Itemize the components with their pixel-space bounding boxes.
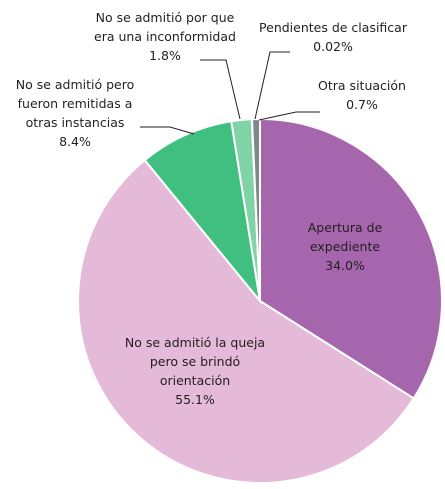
leader-line (254, 51, 290, 120)
slice-label: No se admitió la queja pero se brindó orie… (125, 335, 265, 388)
leader-line (200, 59, 241, 120)
slice-label: Pendientes de clasificar (259, 20, 408, 35)
value-label: 0.7% (346, 97, 378, 112)
value-label: 8.4% (59, 134, 91, 149)
leader-line (258, 111, 320, 121)
pie-slice (143, 120, 262, 305)
pie-slice (259, 117, 443, 400)
slices (77, 117, 443, 484)
slice-label: Apertura de expediente (308, 220, 383, 254)
slice-label: No se admitió pero fueron remitidas a otra… (16, 77, 135, 130)
slice-label: Otra situación (318, 78, 406, 93)
pie-slice (77, 158, 416, 484)
value-label: 55.1% (175, 392, 215, 407)
leader-line (140, 126, 195, 135)
value-label: 0.02% (313, 39, 353, 54)
value-label: 34.0% (325, 258, 365, 273)
value-label: 1.8% (149, 48, 181, 63)
pie-slice (250, 117, 261, 302)
slice-label: No se admitió por que era una inconformid… (94, 10, 236, 44)
